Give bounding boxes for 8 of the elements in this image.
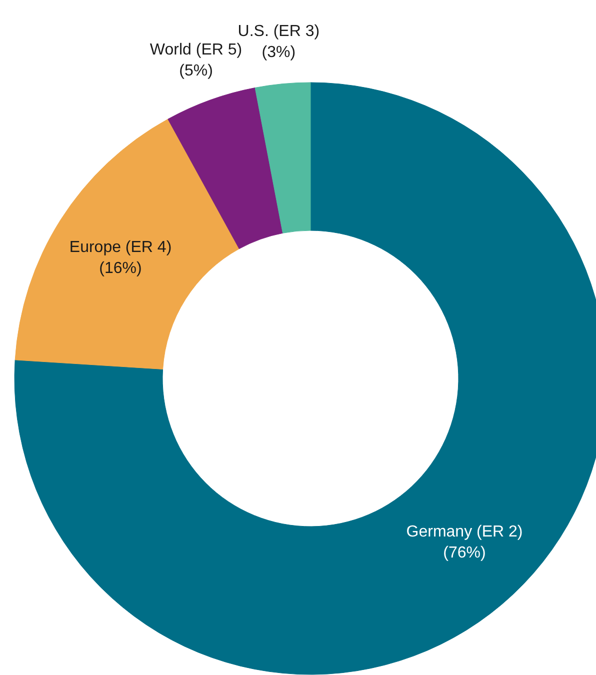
data-label: (3%) (262, 44, 296, 62)
slice-label: Europe (ER 4) (69, 238, 172, 256)
data-label: (76%) (443, 544, 486, 562)
data-label: (5%) (179, 62, 213, 80)
slice-label: Germany (ER 2) (406, 523, 523, 540)
data-label: (16%) (99, 260, 142, 278)
slice-label: World (ER 5) (150, 41, 242, 58)
slice-label: U.S. (ER 3) (238, 22, 320, 40)
